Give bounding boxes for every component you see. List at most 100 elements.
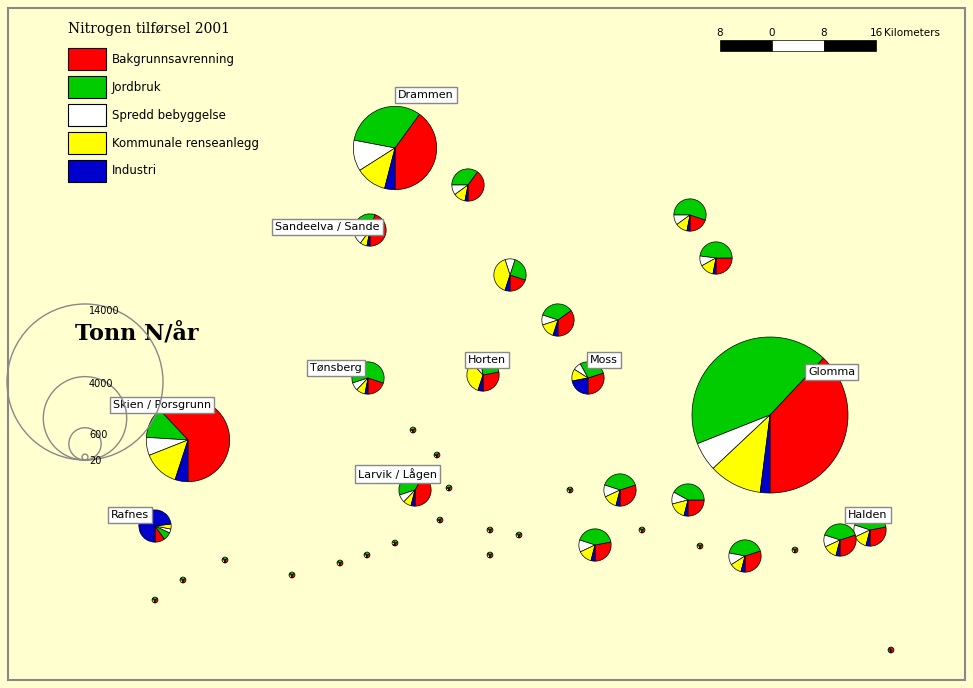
Wedge shape bbox=[770, 358, 848, 493]
Wedge shape bbox=[146, 438, 188, 455]
Wedge shape bbox=[674, 215, 690, 224]
Wedge shape bbox=[588, 373, 604, 394]
Wedge shape bbox=[684, 500, 688, 516]
Wedge shape bbox=[410, 429, 413, 431]
Wedge shape bbox=[616, 490, 620, 506]
Wedge shape bbox=[604, 485, 620, 497]
Wedge shape bbox=[519, 533, 522, 538]
Wedge shape bbox=[677, 215, 690, 231]
Wedge shape bbox=[702, 258, 716, 274]
Wedge shape bbox=[840, 535, 856, 556]
Wedge shape bbox=[404, 490, 415, 506]
Wedge shape bbox=[180, 580, 183, 583]
Wedge shape bbox=[825, 524, 855, 540]
Wedge shape bbox=[434, 452, 439, 455]
Wedge shape bbox=[413, 428, 415, 433]
Text: 16: 16 bbox=[869, 28, 883, 38]
Wedge shape bbox=[591, 545, 595, 561]
Wedge shape bbox=[465, 185, 468, 201]
Wedge shape bbox=[364, 553, 367, 555]
Wedge shape bbox=[446, 487, 449, 489]
Wedge shape bbox=[155, 599, 158, 603]
Bar bbox=[68, 48, 106, 70]
Wedge shape bbox=[700, 544, 703, 549]
Bar bbox=[68, 160, 106, 182]
Text: 8: 8 bbox=[820, 28, 827, 38]
Bar bbox=[720, 40, 772, 51]
Wedge shape bbox=[183, 579, 186, 583]
Text: Halden: Halden bbox=[848, 510, 887, 520]
Wedge shape bbox=[290, 572, 295, 575]
Wedge shape bbox=[572, 369, 588, 381]
Wedge shape bbox=[437, 453, 440, 458]
Wedge shape bbox=[510, 259, 526, 280]
Wedge shape bbox=[620, 485, 636, 506]
Text: Bakgrunnsavrenning: Bakgrunnsavrenning bbox=[112, 52, 235, 65]
Wedge shape bbox=[181, 577, 186, 580]
Wedge shape bbox=[411, 430, 413, 433]
Wedge shape bbox=[467, 363, 483, 390]
Wedge shape bbox=[222, 560, 225, 563]
Wedge shape bbox=[792, 548, 795, 550]
Wedge shape bbox=[698, 415, 770, 469]
Wedge shape bbox=[639, 528, 642, 530]
Wedge shape bbox=[567, 490, 570, 493]
Wedge shape bbox=[487, 555, 490, 558]
Wedge shape bbox=[567, 487, 572, 490]
Wedge shape bbox=[139, 510, 171, 542]
Text: 600: 600 bbox=[89, 430, 107, 440]
Wedge shape bbox=[579, 540, 595, 552]
Wedge shape bbox=[732, 556, 745, 572]
Wedge shape bbox=[574, 364, 588, 378]
Wedge shape bbox=[639, 527, 644, 530]
Wedge shape bbox=[225, 558, 228, 563]
Wedge shape bbox=[451, 185, 468, 195]
Text: Tonn N/år: Tonn N/år bbox=[75, 322, 198, 345]
Text: Drammen: Drammen bbox=[398, 90, 453, 100]
Wedge shape bbox=[155, 524, 171, 529]
Text: Sandeelva / Sande: Sandeelva / Sande bbox=[275, 222, 379, 232]
Wedge shape bbox=[447, 485, 451, 488]
Wedge shape bbox=[434, 454, 437, 456]
Wedge shape bbox=[400, 490, 415, 502]
Wedge shape bbox=[180, 579, 183, 580]
Wedge shape bbox=[155, 526, 164, 542]
Wedge shape bbox=[490, 528, 493, 533]
Wedge shape bbox=[697, 544, 700, 546]
Wedge shape bbox=[553, 320, 558, 336]
Wedge shape bbox=[153, 597, 158, 600]
Wedge shape bbox=[440, 517, 443, 523]
Bar bbox=[68, 104, 106, 126]
Text: Larvik / Lågen: Larvik / Lågen bbox=[358, 468, 437, 480]
Wedge shape bbox=[337, 563, 340, 566]
Bar bbox=[772, 40, 824, 51]
Wedge shape bbox=[222, 558, 225, 560]
Wedge shape bbox=[487, 553, 490, 555]
Wedge shape bbox=[572, 378, 588, 394]
Text: 14000: 14000 bbox=[89, 306, 120, 316]
Wedge shape bbox=[729, 540, 760, 556]
Wedge shape bbox=[223, 557, 228, 560]
Wedge shape bbox=[795, 548, 798, 553]
Wedge shape bbox=[567, 488, 570, 490]
Wedge shape bbox=[888, 650, 891, 652]
Wedge shape bbox=[352, 362, 384, 383]
Wedge shape bbox=[354, 230, 370, 243]
Wedge shape bbox=[570, 488, 573, 493]
Wedge shape bbox=[360, 148, 395, 189]
Wedge shape bbox=[340, 561, 342, 566]
Wedge shape bbox=[888, 650, 891, 653]
Wedge shape bbox=[580, 529, 611, 545]
Wedge shape bbox=[516, 533, 519, 535]
Wedge shape bbox=[155, 526, 169, 539]
Wedge shape bbox=[338, 560, 342, 563]
Wedge shape bbox=[674, 484, 704, 500]
Wedge shape bbox=[367, 554, 370, 558]
Wedge shape bbox=[866, 530, 870, 546]
Wedge shape bbox=[451, 169, 478, 185]
Wedge shape bbox=[437, 517, 442, 520]
Wedge shape bbox=[480, 359, 499, 375]
Wedge shape bbox=[384, 148, 395, 190]
Wedge shape bbox=[517, 532, 522, 535]
Text: Spredd bebyggelse: Spredd bebyggelse bbox=[112, 109, 226, 122]
